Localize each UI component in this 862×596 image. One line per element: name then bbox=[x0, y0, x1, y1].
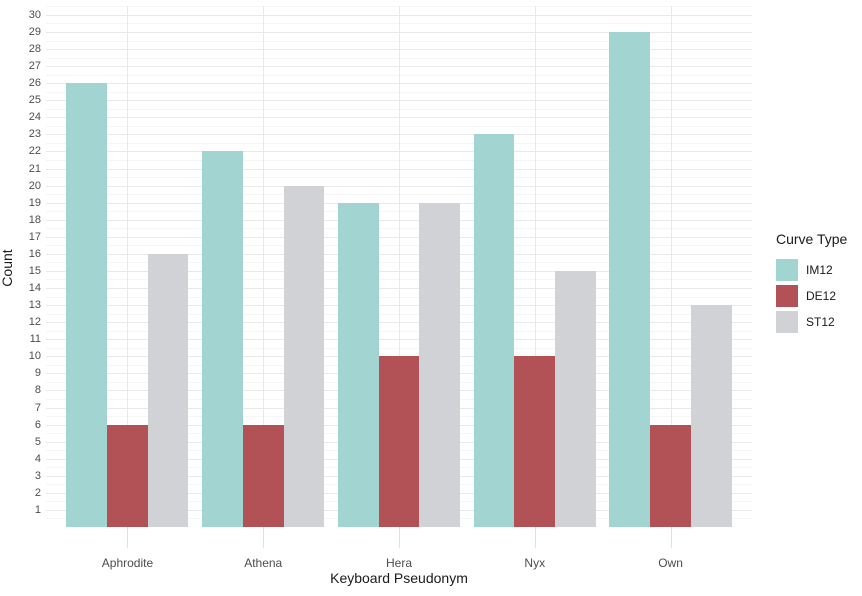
bar-athena-im12 bbox=[202, 151, 243, 527]
legend-swatch-im12 bbox=[776, 259, 798, 281]
y-tick-label-22: 22 bbox=[28, 145, 41, 158]
legend-label-de12: DE12 bbox=[806, 289, 837, 303]
y-tick-label-11: 11 bbox=[29, 333, 41, 346]
y-tick-label-3: 3 bbox=[34, 469, 41, 482]
legend-swatch-de12 bbox=[776, 285, 798, 307]
y-tick-label-7: 7 bbox=[34, 401, 41, 414]
bar-aphrodite-st12 bbox=[147, 253, 189, 527]
y-tick-label-9: 9 bbox=[34, 367, 41, 380]
x-tick-aphrodite bbox=[127, 527, 129, 548]
y-tick-label-30: 30 bbox=[28, 8, 41, 21]
x-tick-label-own: Own bbox=[658, 556, 683, 570]
y-tick-label-17: 17 bbox=[28, 230, 41, 243]
major-gridline-x-Aphrodite bbox=[127, 6, 129, 527]
y-tick-label-6: 6 bbox=[34, 418, 41, 431]
x-tick-hera bbox=[399, 527, 400, 548]
legend-label-st12: ST12 bbox=[806, 315, 835, 329]
y-tick-label-15: 15 bbox=[28, 264, 41, 277]
y-tick-label-18: 18 bbox=[28, 213, 41, 226]
bar-nyx-de12 bbox=[514, 356, 556, 527]
x-tick-label-hera: Hera bbox=[385, 556, 412, 570]
y-tick-label-21: 21 bbox=[28, 162, 41, 175]
legend-swatch-st12 bbox=[776, 311, 798, 333]
bar-own-im12 bbox=[609, 31, 651, 527]
bar-hera-im12 bbox=[337, 202, 379, 527]
legend: Curve Type IM12 DE12 ST12 bbox=[776, 231, 847, 337]
x-tick-athena bbox=[263, 527, 265, 548]
legend-item-im12: IM12 bbox=[776, 259, 847, 281]
y-tick-label-26: 26 bbox=[28, 77, 41, 90]
y-tick-label-8: 8 bbox=[34, 384, 41, 397]
bar-nyx-st12 bbox=[555, 270, 596, 527]
plot-panel bbox=[46, 6, 752, 527]
y-tick-label-19: 19 bbox=[28, 196, 41, 209]
legend-item-st12: ST12 bbox=[776, 311, 847, 333]
bar-athena-de12 bbox=[242, 424, 284, 527]
y-tick-label-20: 20 bbox=[28, 179, 41, 192]
x-tick-label-nyx: Nyx bbox=[524, 556, 546, 570]
legend-items: IM12 DE12 ST12 bbox=[776, 259, 847, 333]
bar-nyx-im12 bbox=[473, 134, 515, 527]
y-tick-label-28: 28 bbox=[28, 43, 41, 56]
y-tick-label-13: 13 bbox=[28, 299, 41, 312]
y-tick-label-27: 27 bbox=[28, 60, 41, 73]
y-tick-label-25: 25 bbox=[28, 94, 41, 107]
y-tick-label-24: 24 bbox=[28, 111, 41, 124]
bar-aphrodite-im12 bbox=[66, 83, 108, 527]
bar-hera-st12 bbox=[419, 202, 461, 527]
y-tick-label-10: 10 bbox=[28, 350, 41, 363]
major-gridline-x-Nyx bbox=[534, 6, 536, 527]
major-gridline-x-Own bbox=[670, 6, 672, 527]
y-tick-label-4: 4 bbox=[34, 452, 41, 465]
bar-aphrodite-de12 bbox=[107, 424, 148, 527]
x-tick-nyx bbox=[534, 527, 536, 548]
bar-hera-de12 bbox=[378, 356, 420, 527]
y-tick-label-5: 5 bbox=[34, 435, 41, 448]
bar-athena-st12 bbox=[283, 185, 325, 527]
legend-item-de12: DE12 bbox=[776, 285, 847, 307]
x-tick-own bbox=[670, 527, 672, 548]
x-tick-label-athena: Athena bbox=[244, 556, 283, 570]
y-tick-label-16: 16 bbox=[28, 247, 41, 260]
bar-own-st12 bbox=[690, 305, 732, 527]
y-tick-label-23: 23 bbox=[28, 128, 41, 141]
y-tick-label-12: 12 bbox=[28, 316, 41, 329]
y-tick-label-29: 29 bbox=[28, 25, 41, 38]
y-tick-label-1: 1 bbox=[34, 503, 41, 516]
bar-own-de12 bbox=[650, 424, 691, 527]
y-tick-label-2: 2 bbox=[34, 486, 41, 499]
x-tick-label-aphrodite: Aphrodite bbox=[101, 556, 154, 570]
y-tick-label-14: 14 bbox=[28, 282, 41, 295]
major-gridline-x-Hera bbox=[399, 6, 400, 527]
x-axis-title: Keyboard Pseudonym bbox=[330, 570, 468, 586]
legend-title: Curve Type bbox=[776, 231, 848, 247]
major-gridline-x-Athena bbox=[263, 6, 265, 527]
legend-label-im12: IM12 bbox=[806, 263, 833, 277]
